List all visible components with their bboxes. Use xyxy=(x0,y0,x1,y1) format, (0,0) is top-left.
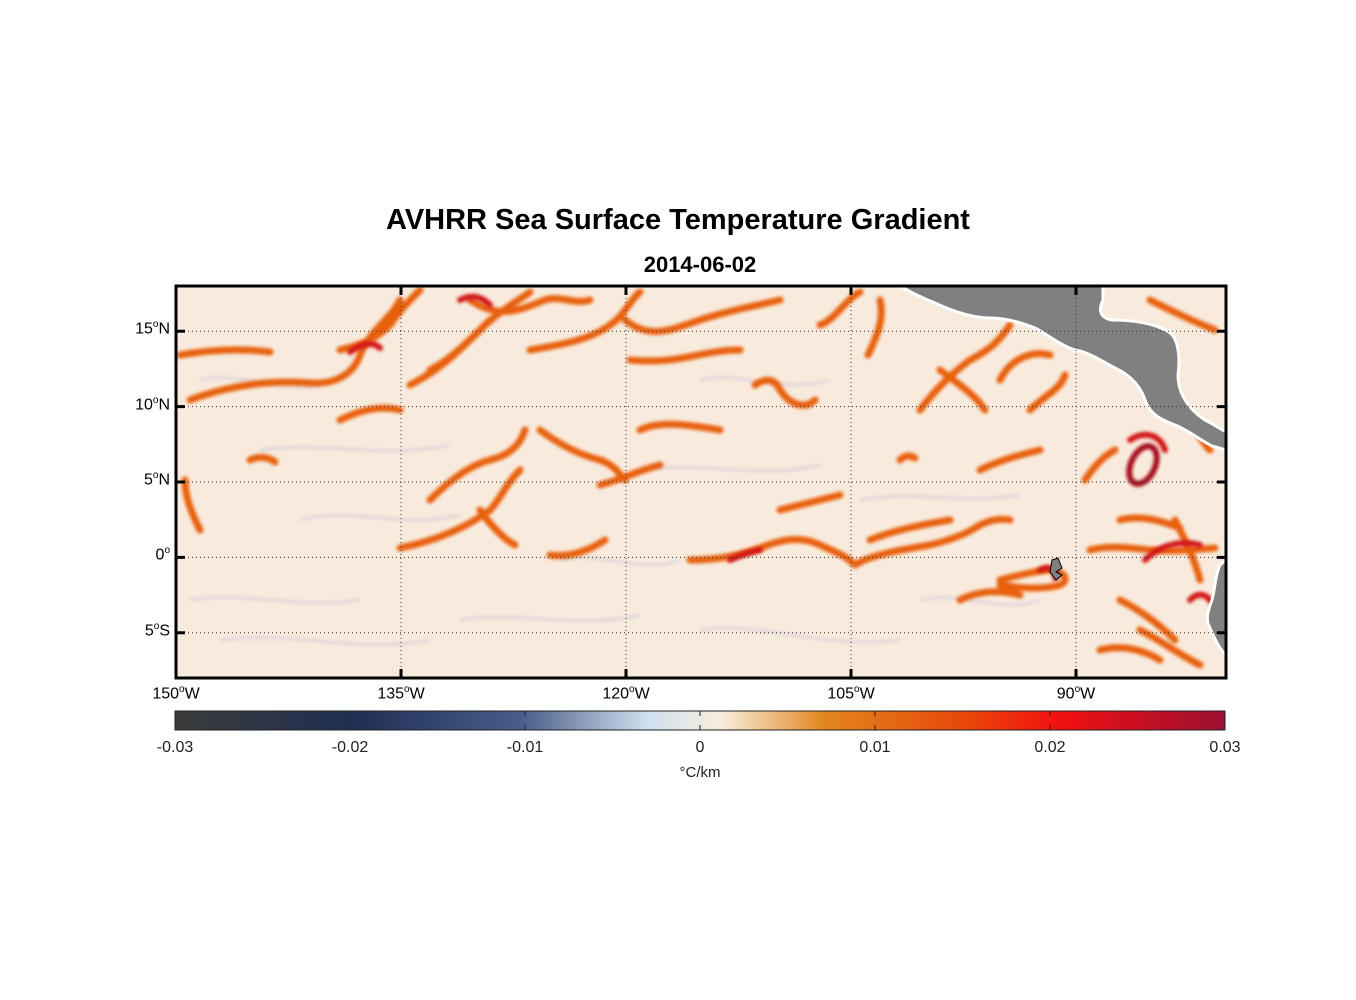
degree-sup: o xyxy=(179,684,185,695)
lat-deg: 5 xyxy=(143,471,153,489)
lon-tick-label: 120oW xyxy=(586,684,666,703)
degree-sup: o xyxy=(152,470,159,481)
galapagos-islands xyxy=(1049,557,1063,581)
lon-deg: 105 xyxy=(827,685,855,703)
lat-deg: 15 xyxy=(135,320,153,338)
lat-hemi: N xyxy=(158,471,170,489)
weak-gradient-texture xyxy=(189,376,1041,647)
lat-tick-label: 0o xyxy=(110,545,170,564)
lon-deg: 90 xyxy=(1056,685,1075,703)
colorbar-tick-label: 0.02 xyxy=(1034,739,1066,756)
lon-hemi: W xyxy=(184,685,200,703)
colorbar-tick-label: -0.03 xyxy=(156,739,194,756)
lon-tick-label: 90oW xyxy=(1036,684,1116,703)
lon-tick-label: 135oW xyxy=(361,684,441,703)
degree-sup: o xyxy=(164,545,170,557)
degree-sup: o xyxy=(854,684,860,695)
colorbar-tick-label: 0.03 xyxy=(1209,739,1241,756)
map-title: AVHRR Sea Surface Temperature Gradient xyxy=(386,204,970,236)
lat-tick-label: 15oN xyxy=(110,319,170,338)
degree-sup: o xyxy=(152,319,159,331)
central-america-land xyxy=(897,286,1226,452)
lat-tick-label: 10oN xyxy=(110,395,170,414)
axis-ticks xyxy=(174,286,1226,678)
colorbar-tick-label: -0.02 xyxy=(331,739,369,756)
degree-sup: o xyxy=(629,684,635,695)
lon-tick-label: 150oW xyxy=(136,684,216,703)
lon-hemi: W xyxy=(634,685,650,703)
lon-hemi: W xyxy=(1080,685,1096,703)
colorbar-tick-label: 0.01 xyxy=(859,739,891,756)
eddy-ring xyxy=(1126,443,1160,487)
degree-sup: o xyxy=(152,394,159,406)
lat-tick-label: 5oN xyxy=(110,470,170,489)
colorbar-tick-label: 0 xyxy=(695,739,705,756)
lat-deg: 0 xyxy=(155,546,165,564)
graticule xyxy=(175,286,1226,678)
lat-deg: 5 xyxy=(144,622,154,640)
degree-sup: o xyxy=(404,684,410,695)
colorbar-tick-label: -0.01 xyxy=(506,739,544,756)
degree-sup: o xyxy=(153,620,160,632)
lat-deg: 10 xyxy=(135,395,153,413)
lon-hemi: W xyxy=(409,685,425,703)
lon-tick-label: 105oW xyxy=(811,684,891,703)
lat-tick-label: 5oS xyxy=(110,621,170,640)
colorbar-unit: °C/km xyxy=(679,764,721,781)
lon-hemi: W xyxy=(859,685,875,703)
lon-deg: 150 xyxy=(152,685,180,703)
lon-deg: 135 xyxy=(377,685,405,703)
lat-hemi: N xyxy=(158,395,170,413)
south-america-land xyxy=(1205,558,1226,657)
lon-deg: 120 xyxy=(602,685,630,703)
lat-hemi: N xyxy=(158,320,170,338)
degree-sup: o xyxy=(1074,684,1081,695)
lat-hemi: S xyxy=(159,622,170,640)
colorbar-ticks xyxy=(174,711,1226,730)
map-subtitle: 2014-06-02 xyxy=(643,252,757,277)
